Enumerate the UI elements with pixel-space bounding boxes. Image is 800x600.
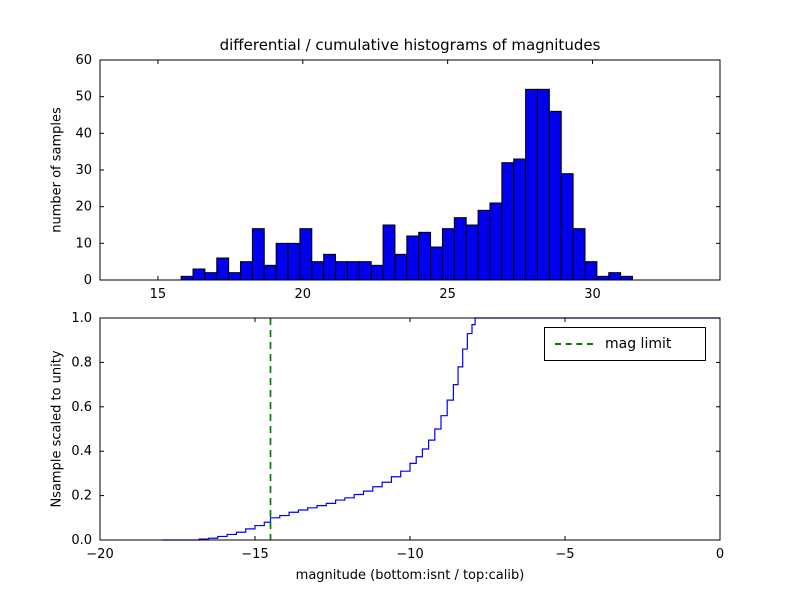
legend: mag limit	[544, 327, 706, 361]
cumulative-step-line	[162, 317, 720, 541]
x-tick-label: −15	[241, 547, 268, 562]
histogram-bar	[477, 209, 491, 281]
histogram-bar	[370, 264, 384, 281]
x-tick-label: 15	[150, 287, 167, 302]
histogram-bar	[465, 224, 479, 281]
y-tick-label: 1.0	[71, 311, 92, 326]
histogram-bar	[204, 272, 218, 281]
histogram-bar	[441, 228, 455, 281]
histogram-bar	[572, 228, 586, 281]
x-tick-label: 30	[584, 287, 601, 302]
histogram-bar	[263, 264, 277, 281]
histogram-bar	[216, 257, 230, 281]
histogram-bar	[299, 228, 313, 281]
histogram-bar	[287, 242, 301, 281]
histogram-bar	[323, 253, 337, 281]
histogram-bar	[311, 261, 325, 281]
histogram-bar	[358, 261, 372, 281]
x-tick-label: 0	[716, 547, 724, 562]
y-tick-label: 0.8	[71, 355, 92, 370]
histogram-bar	[596, 275, 610, 281]
y-tick-label: 60	[75, 53, 92, 68]
histogram-bar	[560, 173, 574, 281]
histogram-bar	[489, 202, 503, 281]
x-tick-label: −10	[396, 547, 423, 562]
y-tick-label: 0.6	[71, 400, 92, 415]
histogram-bar	[501, 162, 515, 281]
histogram-bar	[251, 228, 265, 281]
y-tick-label: 0.2	[71, 489, 92, 504]
y-tick-label: 30	[75, 163, 92, 178]
y-tick-label: 50	[75, 90, 92, 105]
histogram-bar	[608, 272, 622, 281]
histogram-bar	[192, 268, 206, 281]
x-axis-label: magnitude (bottom:isnt / top:calib)	[295, 568, 525, 583]
histogram-bar	[346, 261, 360, 281]
histogram-bar	[620, 275, 634, 281]
y-tick-label: 20	[75, 200, 92, 215]
histogram-bar	[525, 88, 538, 281]
x-tick-label: 25	[439, 287, 456, 302]
histogram-bar	[536, 88, 550, 281]
y-tick-label: 40	[75, 126, 92, 141]
y-tick-label: 10	[75, 236, 92, 251]
histogram-bar	[275, 242, 289, 281]
histogram-bar	[382, 224, 396, 281]
histogram-bar	[584, 261, 598, 281]
mag-limit-line-sample	[555, 343, 593, 345]
y-tick-label: 0	[84, 273, 92, 288]
x-tick-label: −5	[555, 547, 574, 562]
x-tick-label: −20	[86, 547, 113, 562]
histogram-bar	[430, 246, 443, 281]
histogram-bar	[548, 110, 562, 281]
legend-label: mag limit	[605, 336, 672, 352]
histogram-bar	[335, 261, 348, 281]
bottom-y-axis-label: Nsample scaled to unity	[49, 350, 65, 508]
y-tick-label: 0.0	[71, 533, 92, 548]
histogram-bar	[406, 235, 420, 281]
histogram-bar	[418, 231, 432, 281]
x-tick-label: 20	[295, 287, 312, 302]
y-tick-label: 0.4	[71, 444, 92, 459]
histogram-bar	[180, 275, 194, 281]
histogram-bar	[513, 158, 527, 281]
histogram-bar	[228, 272, 242, 281]
chart-title: differential / cumulative histograms of …	[219, 36, 601, 54]
top-y-axis-label: number of samples	[49, 107, 65, 233]
histogram-bar	[394, 253, 408, 281]
histogram-bar	[453, 217, 467, 281]
histogram-bar	[240, 261, 253, 281]
